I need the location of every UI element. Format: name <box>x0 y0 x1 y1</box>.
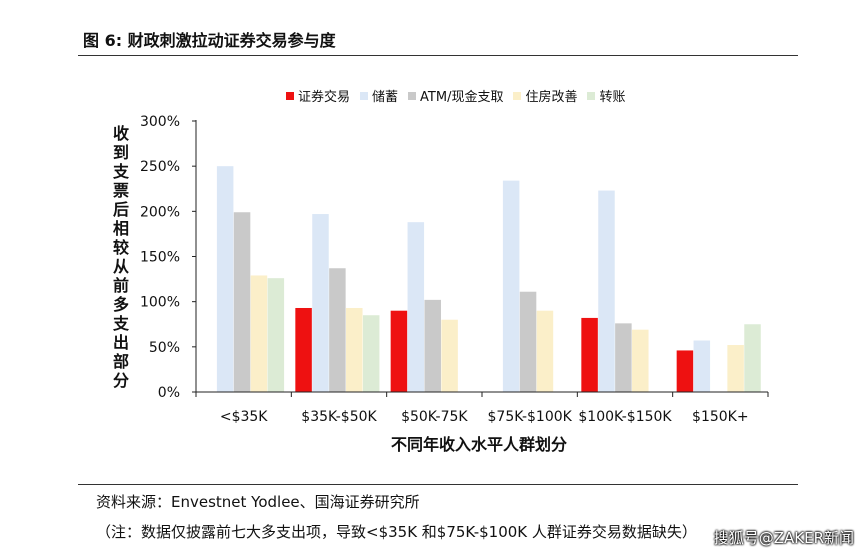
legend-item: 住房改善 <box>513 86 577 105</box>
y-tick-label: 0% <box>158 385 180 401</box>
bar <box>424 299 441 392</box>
bar <box>329 268 346 392</box>
bar <box>216 166 234 392</box>
legend-item: 转账 <box>587 86 625 105</box>
bar <box>581 317 598 392</box>
bar <box>295 307 312 392</box>
watermark: 搜狐号@ZAKER新闻 <box>713 529 854 547</box>
legend-swatch <box>587 91 596 100</box>
bar <box>250 275 268 392</box>
y-tick-label: 200% <box>140 204 180 220</box>
header-rule <box>78 55 798 56</box>
bar <box>390 310 408 392</box>
legend-label: 住房改善 <box>525 90 578 105</box>
bar <box>407 222 425 392</box>
legend-swatch <box>513 91 522 100</box>
legend-swatch <box>286 91 294 100</box>
legend-label: 储蓄 <box>372 90 399 105</box>
bar <box>233 212 251 392</box>
x-tick-label: $35K-$50K <box>301 409 377 425</box>
legend-swatch <box>360 91 369 100</box>
y-tick-label: 250% <box>140 159 180 175</box>
legend-item: 证券交易 <box>286 86 350 105</box>
x-axis-title: 不同年收入水平人群划分 <box>391 435 567 454</box>
bar <box>598 190 615 392</box>
bar <box>267 278 285 392</box>
legend-swatch <box>408 91 417 100</box>
figure-title: 图 6: 财政刺激拉动证券交易参与度 <box>83 31 336 50</box>
y-tick-label: 50% <box>149 340 180 356</box>
x-tick-label: <$35K <box>220 409 268 425</box>
legend-item: ATM/现金支取 <box>408 86 503 105</box>
legend-label: 证券交易 <box>298 90 351 105</box>
footer-rule <box>78 484 798 485</box>
bar <box>693 340 711 392</box>
chart-legend: 证券交易 储蓄 ATM/现金支取 住房改善 转账 <box>286 86 625 105</box>
bar <box>519 291 537 392</box>
x-tick-label: $50K-75K <box>401 409 468 425</box>
data-note: （注：数据仅披露前七大多支出项，导致<$35K 和$75K-$100K 人群证券… <box>96 523 697 541</box>
bar <box>536 310 554 392</box>
y-tick-label: 300% <box>140 114 180 130</box>
y-axis-label: 收到支票后相较从前多支出部分 <box>112 124 129 390</box>
x-tick-label: $150K+ <box>692 409 749 425</box>
x-tick-label: $75K-$100K <box>488 409 573 425</box>
legend-item: 储蓄 <box>360 86 398 105</box>
bar <box>441 319 458 392</box>
y-tick-label: 150% <box>140 250 180 266</box>
bar <box>744 324 761 392</box>
bar <box>727 345 744 392</box>
x-tick-label: $100K-$150K <box>578 409 672 425</box>
bar <box>615 323 632 392</box>
bar <box>346 307 363 392</box>
legend-label: ATM/现金支取 <box>420 90 504 105</box>
bar <box>502 180 520 392</box>
source-note: 资料来源：Envestnet Yodlee、国海证券研究所 <box>96 493 420 511</box>
legend-label: 转账 <box>599 90 626 105</box>
bar <box>312 214 329 392</box>
bar <box>632 329 649 392</box>
bar <box>362 315 380 392</box>
bar <box>676 350 694 392</box>
y-tick-label: 100% <box>140 295 180 311</box>
